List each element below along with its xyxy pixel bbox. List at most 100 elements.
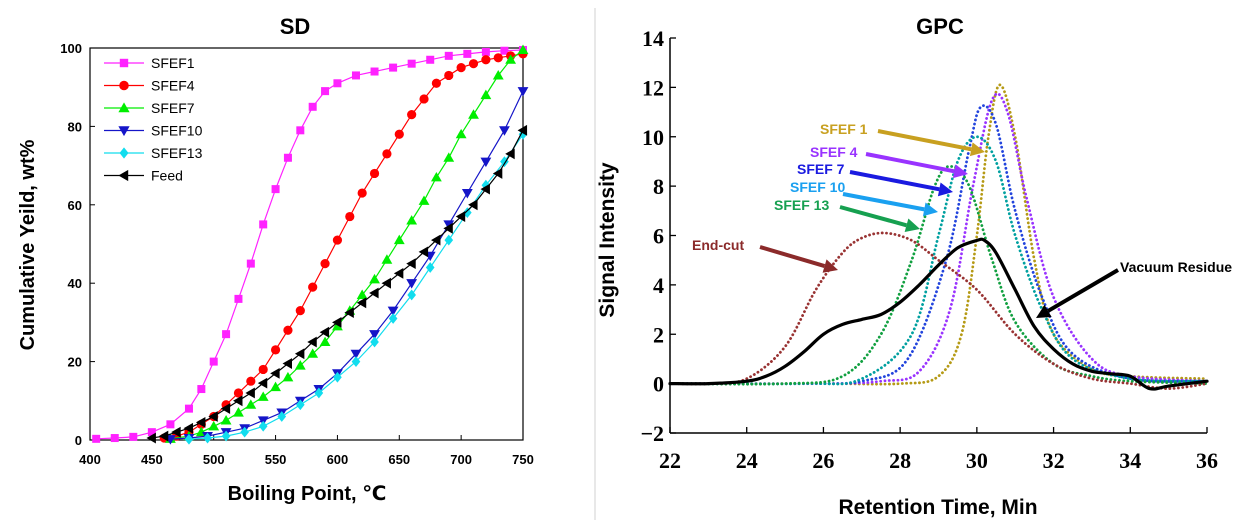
legend-marker-swatch bbox=[119, 147, 129, 159]
sd-data-point bbox=[321, 87, 330, 96]
sd-data-point bbox=[350, 349, 362, 360]
sd-chart: SD 400 450 500 550 600 650 700 750020406080100 … bbox=[17, 14, 534, 505]
sd-data-point bbox=[319, 326, 330, 338]
sd-data-point bbox=[307, 336, 317, 348]
annotation-label: SFEF 13 bbox=[774, 197, 829, 213]
sd-x-axis-label: Boiling Point, ℃ bbox=[228, 483, 387, 505]
sd-series-sfef13 bbox=[184, 128, 528, 445]
sd-plot-frame bbox=[89, 47, 524, 441]
gpc-y-tick-label: 10 bbox=[642, 125, 664, 150]
sd-data-point bbox=[208, 411, 218, 422]
sd-data-point bbox=[426, 55, 435, 64]
sd-data-point bbox=[369, 168, 380, 179]
sd-data-point bbox=[406, 215, 418, 225]
annotation-arrow-head bbox=[822, 259, 838, 273]
sd-data-point bbox=[443, 222, 453, 234]
sd-data-point bbox=[257, 391, 269, 401]
sd-data-point bbox=[431, 78, 441, 88]
annotation-label: Vacuum Residue bbox=[1120, 259, 1232, 275]
sd-data-point bbox=[319, 336, 331, 347]
sd-data-point bbox=[282, 358, 292, 369]
sd-data-point bbox=[468, 59, 479, 69]
annotation-label: SFEF 4 bbox=[810, 144, 858, 160]
gpc-y-tick-label: 12 bbox=[642, 75, 664, 100]
gpc-chart-title: GPC bbox=[916, 14, 964, 39]
sd-data-point bbox=[146, 432, 156, 444]
annotation-arrow-head bbox=[937, 182, 953, 197]
annotation-label: SFEF 7 bbox=[797, 161, 845, 177]
sd-data-point bbox=[246, 259, 255, 268]
sd-legend-item-feed: Feed bbox=[104, 168, 183, 184]
sd-data-point bbox=[418, 246, 429, 258]
sd-data-point bbox=[481, 179, 491, 191]
sd-data-point bbox=[332, 235, 343, 245]
legend-marker-swatch bbox=[118, 102, 130, 113]
sd-x-tick-label: 500 bbox=[203, 452, 225, 467]
sd-data-point bbox=[92, 434, 101, 443]
sd-data-point bbox=[294, 348, 305, 360]
sd-data-point bbox=[283, 153, 292, 162]
annotation-arrow-shaft bbox=[842, 192, 925, 212]
sd-data-point bbox=[394, 129, 404, 139]
sd-data-point bbox=[505, 54, 517, 64]
gpc-x-tick-label: 26 bbox=[812, 448, 834, 473]
sd-axes: 400 450 500 550 600 650 700 750 0 20 40 60 80 100 bbox=[60, 41, 534, 467]
sd-data-point bbox=[387, 306, 399, 317]
sd-data-point bbox=[431, 234, 441, 246]
gpc-y-tick-label: 4 bbox=[653, 273, 664, 298]
sd-y-tick-label: 20 bbox=[68, 355, 82, 370]
sd-data-point bbox=[220, 415, 232, 425]
sd-data-point bbox=[203, 432, 212, 444]
sd-y-tick-label: 0 bbox=[75, 433, 82, 448]
gpc-y-tick-label: 0 bbox=[653, 372, 664, 397]
annotation-arrow-head bbox=[952, 164, 968, 179]
sd-data-point bbox=[418, 195, 430, 205]
sd-data-point bbox=[245, 399, 257, 409]
sd-series-line bbox=[96, 49, 524, 440]
sd-data-point bbox=[369, 330, 380, 340]
gpc-y-tick-label: −2 bbox=[640, 421, 664, 446]
sd-data-point bbox=[444, 234, 454, 246]
sd-data-point bbox=[320, 259, 330, 269]
sd-data-point bbox=[357, 188, 367, 198]
sd-data-point bbox=[166, 420, 175, 429]
sd-data-point bbox=[393, 234, 405, 245]
sd-data-point bbox=[307, 348, 319, 358]
sd-data-point bbox=[456, 63, 466, 73]
annotation-sfef-4: SFEF 4 bbox=[810, 144, 968, 179]
gpc-curve-sfef-7 bbox=[668, 104, 1209, 386]
sd-data-point bbox=[431, 171, 442, 182]
sd-data-point bbox=[270, 345, 281, 355]
sd-data-point bbox=[208, 420, 220, 431]
sd-data-point bbox=[444, 70, 454, 81]
annotation-arrow-shaft bbox=[877, 129, 972, 152]
sd-data-point bbox=[406, 258, 416, 269]
sd-data-point bbox=[259, 220, 268, 229]
gpc-x-tick-label: 34 bbox=[1119, 448, 1141, 473]
sd-y-tick-label: 100 bbox=[60, 41, 82, 56]
sd-data-point bbox=[468, 199, 478, 211]
sd-data-point bbox=[370, 336, 379, 348]
sd-data-point bbox=[270, 381, 281, 392]
sd-data-point bbox=[480, 183, 490, 195]
gpc-x-tick-label: 24 bbox=[736, 448, 758, 473]
sd-data-point bbox=[233, 395, 243, 407]
annotation-arrow-shaft bbox=[839, 205, 908, 228]
sd-data-point bbox=[407, 289, 416, 301]
sd-legend-label: SFEF1 bbox=[151, 55, 195, 71]
sd-data-point bbox=[184, 433, 194, 445]
annotation-end-cut: End-cut bbox=[692, 237, 838, 273]
annotation-arrow-shaft bbox=[865, 152, 955, 174]
sd-series-feed bbox=[146, 124, 528, 444]
sd-data-point bbox=[184, 404, 193, 413]
gpc-x-axis-label: Retention Time, Min bbox=[838, 496, 1037, 519]
annotation-sfef-1: SFEF 1 bbox=[820, 121, 985, 157]
annotation-label: SFEF 10 bbox=[790, 179, 845, 195]
sd-data-point bbox=[455, 211, 466, 222]
sd-legend-item-sfef7: SFEF7 bbox=[104, 100, 195, 116]
annotation-arrow-shaft bbox=[759, 245, 826, 268]
sd-data-point bbox=[455, 128, 467, 139]
sd-data-point bbox=[517, 87, 529, 97]
sd-data-point bbox=[245, 387, 255, 399]
